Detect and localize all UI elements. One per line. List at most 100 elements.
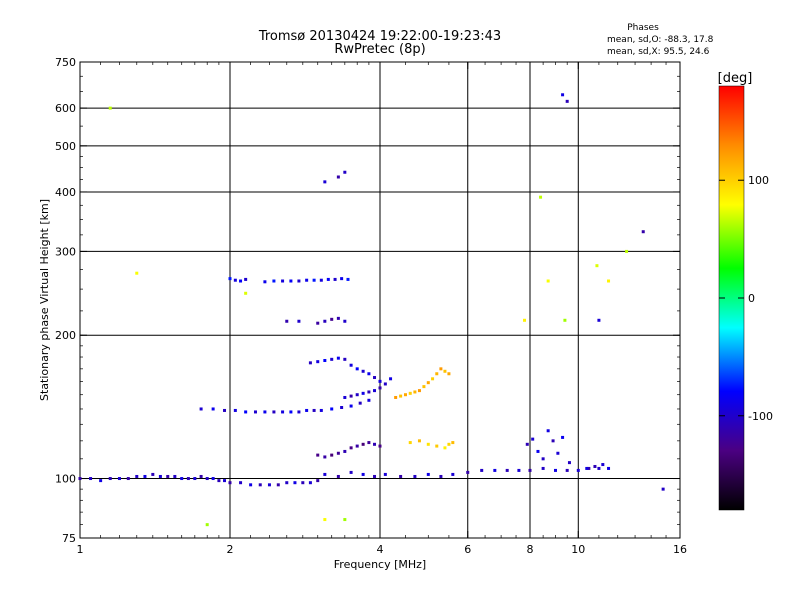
data-point (330, 317, 334, 321)
data-point (346, 277, 350, 281)
y-axis-label: Stationary phase Virtual Height [km] (38, 199, 51, 401)
y-tick-labels: 75 100 200 300 400 500 600 750 (55, 56, 76, 545)
data-point (263, 410, 267, 414)
data-point (443, 446, 447, 450)
data-point (108, 477, 112, 481)
data-point (563, 318, 567, 322)
x-tick-label: 10 (571, 543, 585, 556)
data-point (528, 468, 532, 472)
data-point (78, 477, 82, 481)
data-point (272, 279, 276, 283)
x-tick-label: 1 (77, 543, 84, 556)
y-tick-label: 75 (62, 532, 76, 545)
data-point (378, 379, 382, 383)
data-point (556, 451, 560, 455)
data-point (285, 319, 289, 323)
data-point (661, 487, 665, 491)
grid-lines (80, 62, 680, 538)
data-point (323, 180, 327, 184)
chart-subtitle: RwPretec (8p) (334, 42, 425, 57)
data-point (272, 410, 276, 414)
data-point (426, 442, 430, 446)
data-point (383, 472, 387, 476)
data-point (117, 477, 121, 481)
data-point (343, 518, 347, 522)
data-point (349, 446, 353, 450)
data-point (263, 280, 267, 284)
data-point (333, 277, 337, 281)
data-point (536, 449, 540, 453)
data-point (451, 472, 455, 476)
data-point (297, 319, 301, 323)
data-point (135, 474, 139, 478)
data-point (607, 466, 611, 470)
data-point (336, 474, 340, 478)
data-point (431, 377, 435, 381)
data-point (525, 442, 529, 446)
data-point (253, 410, 257, 414)
data-point (239, 481, 243, 485)
data-point (281, 279, 285, 283)
data-points (78, 93, 665, 527)
data-point (443, 369, 447, 373)
data-point (323, 358, 327, 362)
data-point (289, 279, 293, 283)
data-point (641, 230, 645, 234)
colorbar-tick-label: 0 (748, 292, 755, 305)
data-point (367, 441, 371, 445)
data-point (293, 481, 297, 485)
data-point (297, 410, 301, 414)
data-point (186, 477, 190, 481)
data-point (166, 474, 170, 478)
data-point (389, 377, 393, 381)
data-point (211, 407, 215, 411)
data-point (330, 407, 334, 411)
data-point (435, 444, 439, 448)
data-point (597, 318, 601, 322)
data-point (373, 442, 377, 446)
y-tick-label: 300 (55, 245, 76, 258)
data-point (361, 391, 365, 395)
data-point (239, 279, 243, 283)
data-point (546, 279, 550, 283)
data-point (319, 408, 323, 412)
data-point (205, 523, 209, 527)
data-point (378, 444, 382, 448)
data-point (126, 477, 130, 481)
data-point (173, 474, 177, 478)
y-tick-label: 200 (55, 329, 76, 342)
data-point (403, 393, 407, 397)
data-point (439, 474, 443, 478)
data-point (505, 468, 509, 472)
data-point (413, 390, 417, 394)
data-point (336, 451, 340, 455)
data-point (319, 278, 323, 282)
data-point (343, 319, 347, 323)
data-point (336, 316, 340, 320)
data-point (361, 442, 365, 446)
data-point (343, 357, 347, 361)
data-point (233, 408, 237, 412)
data-point (151, 472, 155, 476)
data-point (408, 441, 412, 445)
data-point (233, 278, 237, 282)
data-point (422, 385, 426, 389)
x-tick-label: 4 (377, 543, 384, 556)
data-point (244, 277, 248, 281)
data-point (267, 483, 271, 487)
data-point (539, 195, 543, 199)
data-point (289, 410, 293, 414)
data-point (378, 386, 382, 390)
data-point (281, 410, 285, 414)
data-point (493, 468, 497, 472)
data-point (312, 408, 316, 412)
data-point (316, 479, 320, 483)
data-point (399, 474, 403, 478)
data-point (244, 410, 248, 414)
data-point (355, 393, 359, 397)
data-point (349, 394, 353, 398)
data-point (413, 474, 417, 478)
data-point (205, 477, 209, 481)
data-point (517, 468, 521, 472)
